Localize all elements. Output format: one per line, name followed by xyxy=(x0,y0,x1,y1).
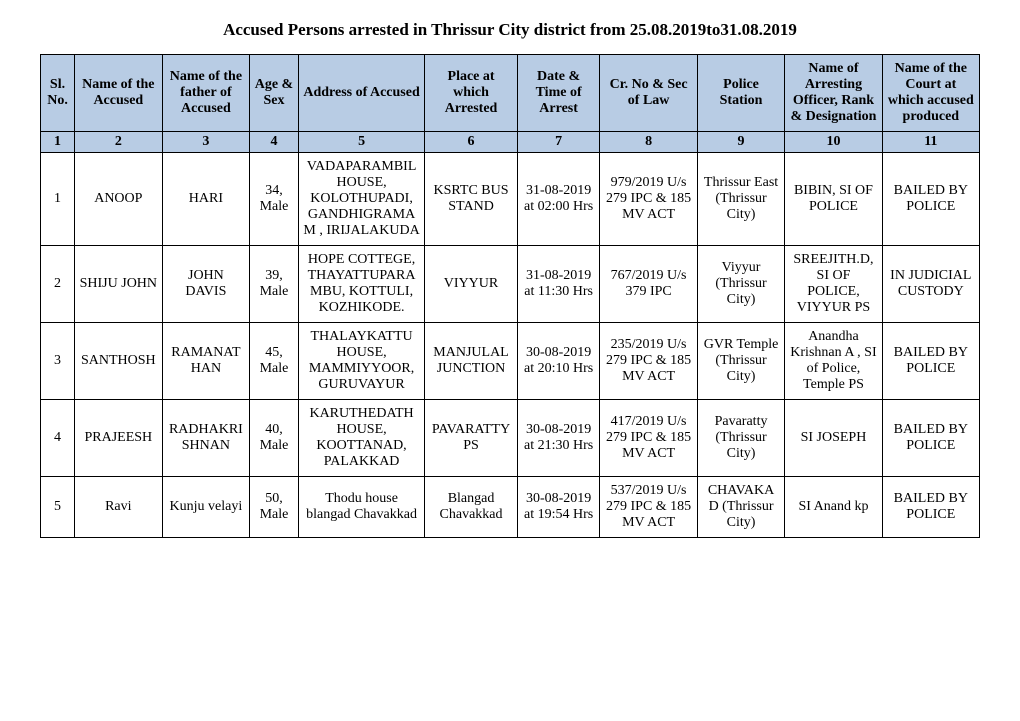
colnum: 2 xyxy=(75,132,163,153)
cell-ps: CHAVAKA D (Thrissur City) xyxy=(697,477,785,538)
col-officer: Name of Arresting Officer, Rank & Design… xyxy=(785,55,882,132)
cell-name: ANOOP xyxy=(75,153,163,246)
cell-datetime: 30-08-2019 at 21:30 Hrs xyxy=(517,400,600,477)
cell-sl: 1 xyxy=(41,153,75,246)
cell-officer: SREEJITH.D, SI OF POLICE, VIYYUR PS xyxy=(785,246,882,323)
cell-name: Ravi xyxy=(75,477,163,538)
colnum: 6 xyxy=(425,132,517,153)
cell-address: Thodu house blangad Chavakkad xyxy=(298,477,425,538)
cell-age: 40, Male xyxy=(250,400,299,477)
table-row: 5RaviKunju velayi50, MaleThodu house bla… xyxy=(41,477,980,538)
cell-datetime: 30-08-2019 at 19:54 Hrs xyxy=(517,477,600,538)
cell-sl: 2 xyxy=(41,246,75,323)
col-date: Date & Time of Arrest xyxy=(517,55,600,132)
cell-address: HOPE COTTEGE, THAYATTUPARA MBU, KOTTULI,… xyxy=(298,246,425,323)
cell-sl: 3 xyxy=(41,323,75,400)
colnum: 3 xyxy=(162,132,250,153)
cell-age: 45, Male xyxy=(250,323,299,400)
cell-place: MANJULAL JUNCTION xyxy=(425,323,517,400)
cell-officer: SI Anand kp xyxy=(785,477,882,538)
cell-address: THALAYKATTU HOUSE, MAMMIYYOOR, GURUVAYUR xyxy=(298,323,425,400)
table-row: 2SHIJU JOHNJOHN DAVIS39, MaleHOPE COTTEG… xyxy=(41,246,980,323)
cell-court: IN JUDICIAL CUSTODY xyxy=(882,246,979,323)
cell-court: BAILED BY POLICE xyxy=(882,477,979,538)
cell-ps: Thrissur East (Thrissur City) xyxy=(697,153,785,246)
cell-age: 50, Male xyxy=(250,477,299,538)
cell-crno: 767/2019 U/s 379 IPC xyxy=(600,246,697,323)
cell-father: HARI xyxy=(162,153,250,246)
cell-datetime: 31-08-2019 at 02:00 Hrs xyxy=(517,153,600,246)
arrests-table: Sl. No. Name of the Accused Name of the … xyxy=(40,54,980,538)
cell-court: BAILED BY POLICE xyxy=(882,400,979,477)
col-name: Name of the Accused xyxy=(75,55,163,132)
cell-name: SHIJU JOHN xyxy=(75,246,163,323)
cell-court: BAILED BY POLICE xyxy=(882,153,979,246)
cell-sl: 5 xyxy=(41,477,75,538)
cell-officer: BIBIN, SI OF POLICE xyxy=(785,153,882,246)
column-number-row: 1 2 3 4 5 6 7 8 9 10 11 xyxy=(41,132,980,153)
col-father: Name of the father of Accused xyxy=(162,55,250,132)
cell-place: Blangad Chavakkad xyxy=(425,477,517,538)
colnum: 7 xyxy=(517,132,600,153)
cell-datetime: 31-08-2019 at 11:30 Hrs xyxy=(517,246,600,323)
colnum: 1 xyxy=(41,132,75,153)
col-age: Age & Sex xyxy=(250,55,299,132)
cell-name: SANTHOSH xyxy=(75,323,163,400)
cell-address: KARUTHEDATH HOUSE, KOOTTANAD, PALAKKAD xyxy=(298,400,425,477)
cell-ps: Viyyur (Thrissur City) xyxy=(697,246,785,323)
cell-ps: GVR Temple (Thrissur City) xyxy=(697,323,785,400)
cell-sl: 4 xyxy=(41,400,75,477)
cell-crno: 537/2019 U/s 279 IPC & 185 MV ACT xyxy=(600,477,697,538)
colnum: 4 xyxy=(250,132,299,153)
cell-crno: 979/2019 U/s 279 IPC & 185 MV ACT xyxy=(600,153,697,246)
colnum: 11 xyxy=(882,132,979,153)
cell-age: 39, Male xyxy=(250,246,299,323)
table-body: 1 2 3 4 5 6 7 8 9 10 11 1ANOOPHARI34, Ma… xyxy=(41,132,980,538)
col-court: Name of the Court at which accused produ… xyxy=(882,55,979,132)
colnum: 8 xyxy=(600,132,697,153)
cell-name: PRAJEESH xyxy=(75,400,163,477)
cell-place: PAVARATTY PS xyxy=(425,400,517,477)
col-place: Place at which Arrested xyxy=(425,55,517,132)
cell-father: Kunju velayi xyxy=(162,477,250,538)
cell-officer: Anandha Krishnan A , SI of Police, Templ… xyxy=(785,323,882,400)
cell-father: JOHN DAVIS xyxy=(162,246,250,323)
cell-court: BAILED BY POLICE xyxy=(882,323,979,400)
table-header: Sl. No. Name of the Accused Name of the … xyxy=(41,55,980,132)
cell-father: RAMANAT HAN xyxy=(162,323,250,400)
table-row: 4PRAJEESHRADHAKRI SHNAN40, MaleKARUTHEDA… xyxy=(41,400,980,477)
col-sl: Sl. No. xyxy=(41,55,75,132)
table-row: 1ANOOPHARI34, MaleVADAPARAMBIL HOUSE, KO… xyxy=(41,153,980,246)
cell-place: VIYYUR xyxy=(425,246,517,323)
cell-crno: 235/2019 U/s 279 IPC & 185 MV ACT xyxy=(600,323,697,400)
colnum: 10 xyxy=(785,132,882,153)
col-crno: Cr. No & Sec of Law xyxy=(600,55,697,132)
cell-officer: SI JOSEPH xyxy=(785,400,882,477)
table-row: 3SANTHOSHRAMANAT HAN45, MaleTHALAYKATTU … xyxy=(41,323,980,400)
cell-crno: 417/2019 U/s 279 IPC & 185 MV ACT xyxy=(600,400,697,477)
col-address: Address of Accused xyxy=(298,55,425,132)
colnum: 5 xyxy=(298,132,425,153)
cell-address: VADAPARAMBIL HOUSE, KOLOTHUPADI, GANDHIG… xyxy=(298,153,425,246)
col-ps: Police Station xyxy=(697,55,785,132)
cell-ps: Pavaratty (Thrissur City) xyxy=(697,400,785,477)
colnum: 9 xyxy=(697,132,785,153)
page-title: Accused Persons arrested in Thrissur Cit… xyxy=(40,20,980,40)
cell-datetime: 30-08-2019 at 20:10 Hrs xyxy=(517,323,600,400)
cell-father: RADHAKRI SHNAN xyxy=(162,400,250,477)
cell-age: 34, Male xyxy=(250,153,299,246)
cell-place: KSRTC BUS STAND xyxy=(425,153,517,246)
